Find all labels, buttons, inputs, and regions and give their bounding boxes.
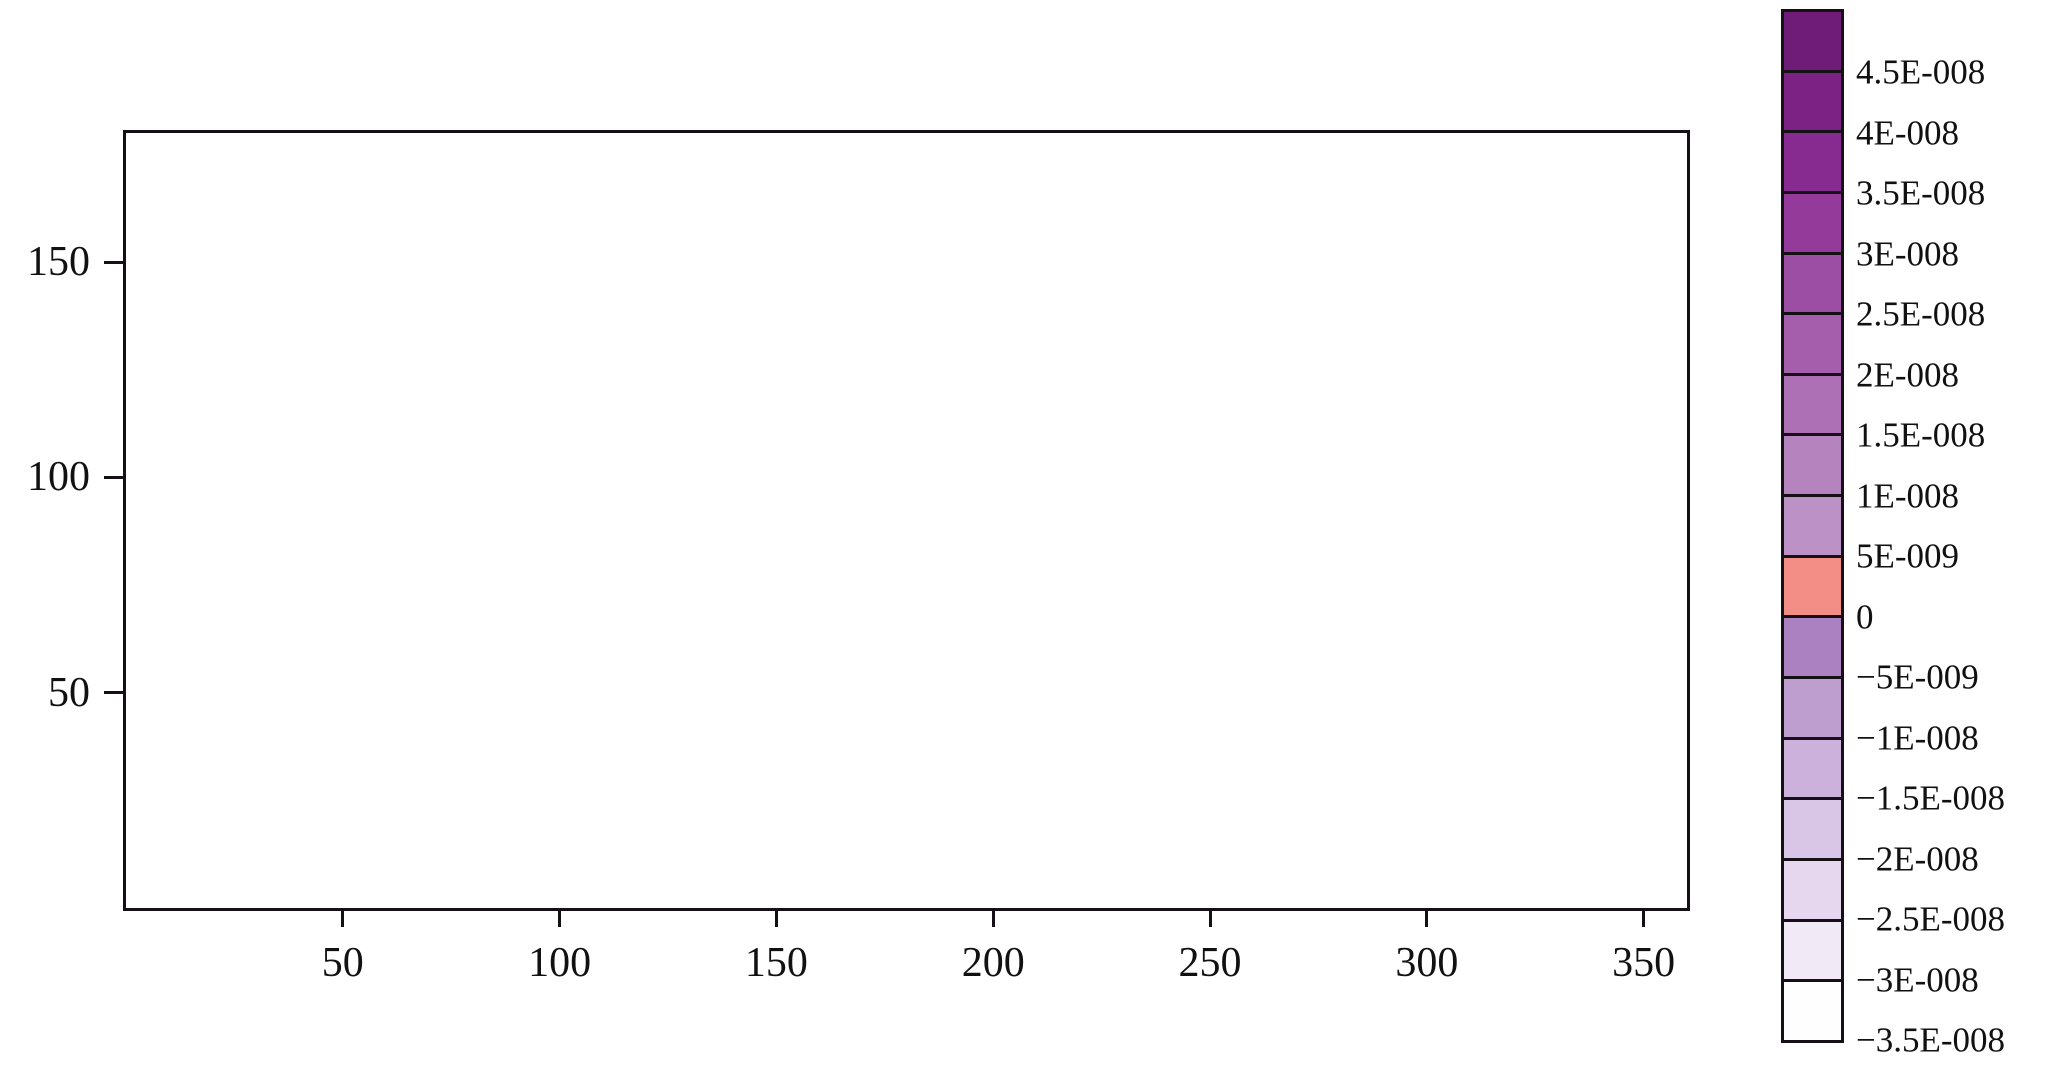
colorbar-block (1784, 676, 1841, 737)
x-tick-mark (774, 911, 778, 927)
colorbar-block (1784, 494, 1841, 555)
colorbar-block (1784, 857, 1841, 919)
colorbar-block (1784, 372, 1841, 434)
colorbar-block (1784, 251, 1841, 313)
colorbar-label: −3E-008 (1856, 960, 1979, 1000)
colorbar-block (1784, 979, 1841, 1040)
colorbar-label: −1.5E-008 (1856, 778, 2006, 818)
colorbar-label: −5E-009 (1856, 657, 1979, 697)
colorbar-label: −1E-008 (1856, 718, 1979, 758)
x-tick-mark (1642, 911, 1646, 927)
colorbar-label: 3E-008 (1856, 234, 1960, 274)
colorbar-label: 3.5E-008 (1856, 173, 1986, 213)
x-tick-label: 200 (961, 940, 1025, 986)
colorbar-label: 2E-008 (1856, 355, 1960, 395)
x-tick-label: 150 (744, 940, 808, 986)
y-tick-label: 150 (27, 239, 90, 286)
y-tick-mark (104, 691, 123, 695)
x-tick-label: 50 (321, 940, 364, 986)
colorbar-block (1784, 797, 1841, 858)
colorbar (1781, 9, 1844, 1043)
colorbar-label: 1.5E-008 (1856, 415, 1986, 455)
x-tick-mark (991, 911, 995, 927)
x-tick-label: 350 (1612, 940, 1676, 986)
y-tick-mark (104, 260, 123, 264)
colorbar-label: 0 (1856, 597, 1874, 637)
x-tick-label: 250 (1178, 940, 1242, 986)
colorbar-label: 1E-008 (1856, 476, 1960, 516)
colorbar-block (1784, 554, 1841, 616)
colorbar-label: 5E-009 (1856, 536, 1960, 576)
x-tick-label: 300 (1395, 940, 1459, 986)
colorbar-label: 4E-008 (1856, 113, 1960, 153)
colorbar-block (1784, 130, 1841, 191)
y-tick-mark (104, 475, 123, 479)
y-tick-label: 100 (27, 454, 90, 501)
x-tick-mark (341, 911, 345, 927)
colorbar-block (1784, 433, 1841, 495)
colorbar-block (1784, 12, 1841, 70)
plot-border (123, 130, 1690, 911)
colorbar-block (1784, 190, 1841, 252)
y-tick-label: 50 (48, 669, 90, 716)
colorbar-block (1784, 69, 1841, 131)
colorbar-block (1784, 312, 1841, 373)
colorbar-label: −2.5E-008 (1856, 899, 2006, 939)
colorbar-label: 2.5E-008 (1856, 294, 1986, 334)
colorbar-label: 4.5E-008 (1856, 52, 1986, 92)
x-tick-mark (558, 911, 562, 927)
x-tick-label: 100 (528, 940, 592, 986)
colorbar-label: −3.5E-008 (1856, 1020, 2006, 1060)
x-tick-mark (1425, 911, 1429, 927)
colorbar-block (1784, 918, 1841, 980)
colorbar-block (1784, 615, 1841, 677)
x-tick-mark (1208, 911, 1212, 927)
colorbar-label: −2E-008 (1856, 839, 1979, 879)
colorbar-block (1784, 736, 1841, 798)
